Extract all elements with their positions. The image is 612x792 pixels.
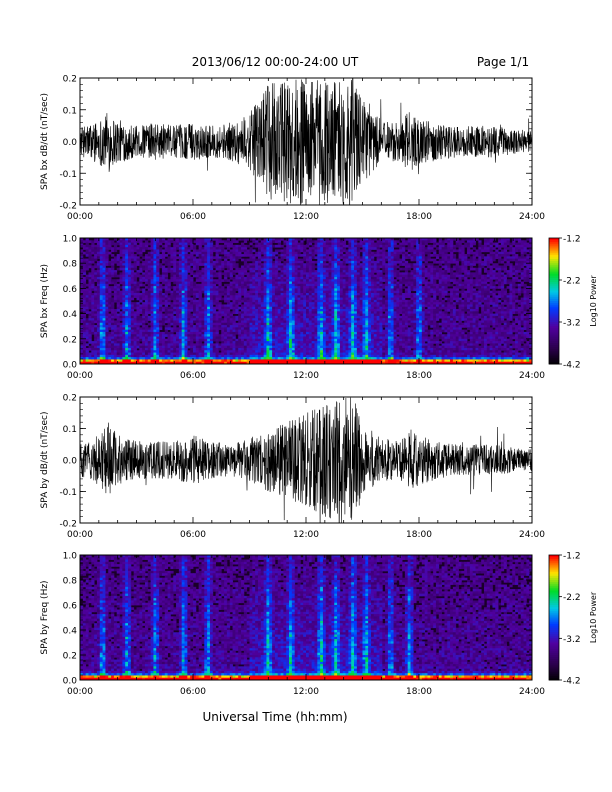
y-axis-label: SPA bx dB/dt (nT/sec) [40,93,50,190]
by-colorbar: -1.2 -2.2 -3.2 -4.2 Log10 Power [548,552,598,687]
colorbar-frame [548,554,560,681]
colorbar-tick-label: -3.2 [563,635,581,645]
spectrogram-cells [80,238,533,365]
x-tick-label: 24:00 [519,371,545,381]
bx-colorbar: -1.2 -2.2 -3.2 -4.2 Log10 Power [548,235,598,371]
x-tick-label: 18:00 [406,687,432,697]
colorbar-tick-label: -4.2 [563,361,581,371]
y-tick-label: 0.1 [63,106,77,116]
x-tick-label: 12:00 [293,371,319,381]
y-tick-label: 0.2 [63,652,77,662]
colorbar-tick-label: -3.2 [563,319,581,329]
colorbar-tick-label: -4.2 [563,677,581,687]
plot-frame [79,77,533,206]
colorbar-frame [548,237,560,365]
x-tick-label: 00:00 [67,371,93,381]
y-tick-label: 0.4 [63,310,78,320]
y-tick-label: 0.1 [63,425,77,435]
waveform-series [80,78,532,205]
x-tick-label: 24:00 [519,530,545,540]
x-tick-label: 00:00 [67,687,93,697]
y-tick-label: 0.8 [63,260,78,270]
y-tick-label: 0.0 [63,457,78,467]
spectrogram-cells [80,555,533,681]
by-waveform-panel: 0.2 0.1 0.0 -0.1 -0.2 SPA by dB/dt (nT/sec) 00… [40,394,545,541]
x-tick-label: 06:00 [180,371,206,381]
x-tick-label: 24:00 [519,687,545,697]
x-tick-label: 18:00 [406,530,432,540]
y-tick-label: 0.2 [63,394,77,404]
y-tick-label: 0.0 [63,138,78,148]
y-tick-label: -0.1 [59,488,77,498]
y-tick-label: -0.2 [59,202,77,212]
y-axis-label: SPA bx Freq (Hz) [40,264,50,338]
x-axis-title: Universal Time (hh:mm) [202,710,347,724]
plot-frame [79,396,533,524]
by-spectrogram-panel: 1.0 0.8 0.6 0.4 0.2 0.0 SPA by Freq (Hz) 00:00 0… [40,552,545,698]
colorbar-label: Log10 Power [589,275,598,327]
x-tick-label: 18:00 [406,212,432,222]
page-indicator: Page 1/1 [477,55,529,69]
figure-title: 2013/06/12 00:00-24:00 UT [192,55,359,69]
y-tick-label: 0.2 [63,75,77,85]
y-tick-label: 0.4 [63,627,78,637]
x-tick-label: 00:00 [67,530,93,540]
bx-waveform-panel: 0.2 0.1 0.0 -0.1 -0.2 SPA bx dB/dt (nT/sec) 00… [40,75,545,223]
y-tick-label: 0.6 [63,285,78,295]
x-tick-label: 12:00 [293,212,319,222]
plot-frame [79,237,533,365]
x-tick-label: 06:00 [180,687,206,697]
colorbar-tick-label: -2.2 [563,277,581,287]
colorbar-tick-label: -1.2 [563,552,581,562]
x-tick-label: 18:00 [406,371,432,381]
y-tick-label: -0.2 [59,520,77,530]
bx-spectrogram-panel: 1.0 0.8 0.6 0.4 0.2 0.0 SPA bx Freq (Hz) 00:00 0… [40,235,545,382]
colorbar-tick-label: -2.2 [563,593,581,603]
plot-frame [79,554,533,681]
y-axis-label: SPA by dB/dt (nT/sec) [40,412,50,509]
x-tick-label: 00:00 [67,212,93,222]
y-tick-label: -0.1 [59,170,77,180]
y-axis-label: SPA by Freq (Hz) [40,580,50,654]
waveform-series [80,397,532,523]
y-tick-label: 0.6 [63,602,78,612]
x-tick-label: 06:00 [180,530,206,540]
colorbar-tick-label: -1.2 [563,235,581,245]
y-tick-label: 1.0 [63,552,78,562]
x-tick-label: 12:00 [293,530,319,540]
y-tick-label: 0.0 [63,677,78,687]
y-tick-label: 0.0 [63,361,78,371]
y-tick-label: 0.8 [63,577,78,587]
x-tick-label: 24:00 [519,212,545,222]
x-tick-label: 12:00 [293,687,319,697]
y-tick-label: 1.0 [63,235,78,245]
colorbar-label: Log10 Power [589,591,598,643]
y-tick-label: 0.2 [63,335,77,345]
x-tick-label: 06:00 [180,212,206,222]
